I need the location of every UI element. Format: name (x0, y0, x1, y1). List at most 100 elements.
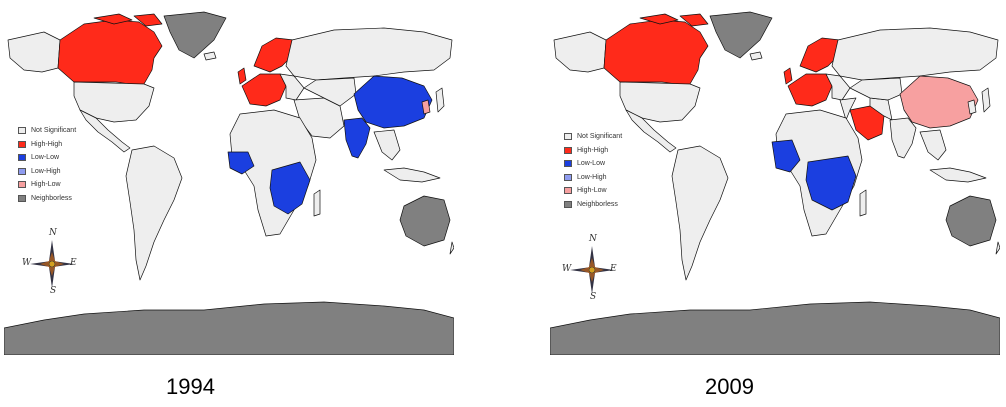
legend-item-high-high: High-High (564, 144, 622, 158)
region-usa (619, 81, 701, 123)
region-se-asia (373, 129, 401, 161)
legend-item-high-low: High-Low (564, 184, 622, 198)
region-australia (945, 195, 997, 247)
legend-label: Not Significant (31, 127, 77, 135)
map-legend-1994: Not Significant High-High Low-Low Low-Hi… (18, 124, 76, 205)
region-madagascar (313, 189, 321, 217)
region-canada (57, 19, 163, 85)
region-japan (435, 87, 445, 113)
legend-label: Neighborless (577, 200, 618, 208)
compass-south-label: S (50, 286, 57, 296)
legend-label: Low-High (31, 167, 61, 175)
region-australia (399, 195, 451, 247)
region-canada (603, 19, 709, 85)
compass-east-label: E (610, 264, 617, 274)
legend-item-neighborless: Neighborless (18, 192, 76, 206)
compass-west-label: W (22, 258, 32, 268)
legend-item-high-high: High-High (18, 138, 76, 152)
legend-item-low-low: Low-Low (18, 151, 76, 165)
region-west-africa (771, 139, 801, 173)
legend-label: High-High (31, 140, 63, 148)
legend-swatch (564, 173, 572, 181)
map-legend-2009: Not Significant High-High Low-Low Low-Hi… (564, 130, 622, 211)
compass-north-label: N (589, 234, 597, 244)
region-new-zealand (449, 241, 454, 255)
compass-south-label: S (590, 292, 597, 302)
legend-item-low-high: Low-High (18, 165, 76, 179)
legend-item-not-significant: Not Significant (564, 130, 622, 144)
region-iceland (749, 51, 763, 61)
region-western-europe (787, 73, 833, 107)
compass-star-icon (570, 246, 614, 294)
legend-label: Low-Low (577, 160, 606, 168)
region-indonesia (383, 167, 441, 183)
compass-rose-icon: N S E W (562, 234, 622, 302)
world-map-1994 (4, 11, 454, 355)
region-west-africa (227, 151, 255, 175)
year-label-1994: 1994 (166, 374, 215, 399)
compass-east-label: E (70, 258, 77, 268)
legend-label: Not Significant (577, 133, 623, 141)
region-iceland (203, 51, 217, 61)
region-central-asia (303, 77, 357, 107)
legend-swatch (564, 133, 572, 141)
region-uk (783, 67, 793, 85)
region-canada-islands (93, 13, 163, 27)
legend-label: High-Low (577, 187, 607, 195)
compass-west-label: W (562, 264, 572, 274)
region-greenland (163, 11, 227, 59)
region-alaska (7, 31, 61, 73)
region-indonesia (929, 167, 987, 183)
region-greenland (709, 11, 773, 59)
legend-item-high-low: High-Low (18, 178, 76, 192)
legend-item-low-low: Low-Low (564, 157, 622, 171)
legend-label: High-High (577, 146, 609, 154)
region-western-europe (241, 73, 287, 107)
region-alaska (553, 31, 607, 73)
region-south-america (671, 145, 729, 281)
legend-label: Neighborless (31, 194, 72, 202)
region-korea (967, 99, 977, 115)
legend-swatch (18, 181, 26, 189)
legend-swatch (18, 127, 26, 135)
region-usa (73, 81, 155, 123)
region-russia (831, 27, 999, 81)
region-korea (421, 99, 431, 115)
region-antarctica (4, 301, 454, 355)
region-canada-islands (639, 13, 709, 27)
legend-swatch (564, 187, 572, 195)
legend-swatch (564, 160, 572, 168)
legend-swatch (564, 200, 572, 208)
legend-swatch (18, 194, 26, 202)
region-central-asia (849, 77, 903, 101)
legend-label: High-Low (31, 181, 61, 189)
region-south-america (125, 145, 183, 281)
region-madagascar (859, 189, 867, 217)
compass-rose-icon: N S E W (22, 228, 82, 296)
compass-star-icon (30, 240, 74, 288)
map-panel-1994: Not Significant High-High Low-Low Low-Hi… (4, 10, 454, 355)
world-map-2009 (550, 11, 1000, 355)
legend-swatch (18, 167, 26, 175)
legend-swatch (18, 140, 26, 148)
region-new-zealand (995, 241, 1000, 255)
region-china (353, 75, 433, 129)
region-east-africa (269, 161, 311, 215)
region-uk (237, 67, 247, 85)
legend-swatch (18, 154, 26, 162)
legend-label: Low-High (577, 173, 607, 181)
legend-label: Low-Low (31, 154, 60, 162)
year-label-2009: 2009 (705, 374, 754, 399)
region-japan (981, 87, 991, 113)
region-east-africa (805, 155, 857, 211)
region-mexico (79, 109, 131, 153)
legend-item-neighborless: Neighborless (564, 198, 622, 212)
legend-item-low-high: Low-High (564, 171, 622, 185)
compass-north-label: N (49, 228, 57, 238)
map-panel-2009: Not Significant High-High Low-Low Low-Hi… (550, 10, 1000, 355)
region-antarctica (550, 301, 1000, 355)
legend-item-not-significant: Not Significant (18, 124, 76, 138)
region-china (899, 75, 979, 129)
region-russia (285, 27, 453, 81)
region-mexico (625, 109, 677, 153)
